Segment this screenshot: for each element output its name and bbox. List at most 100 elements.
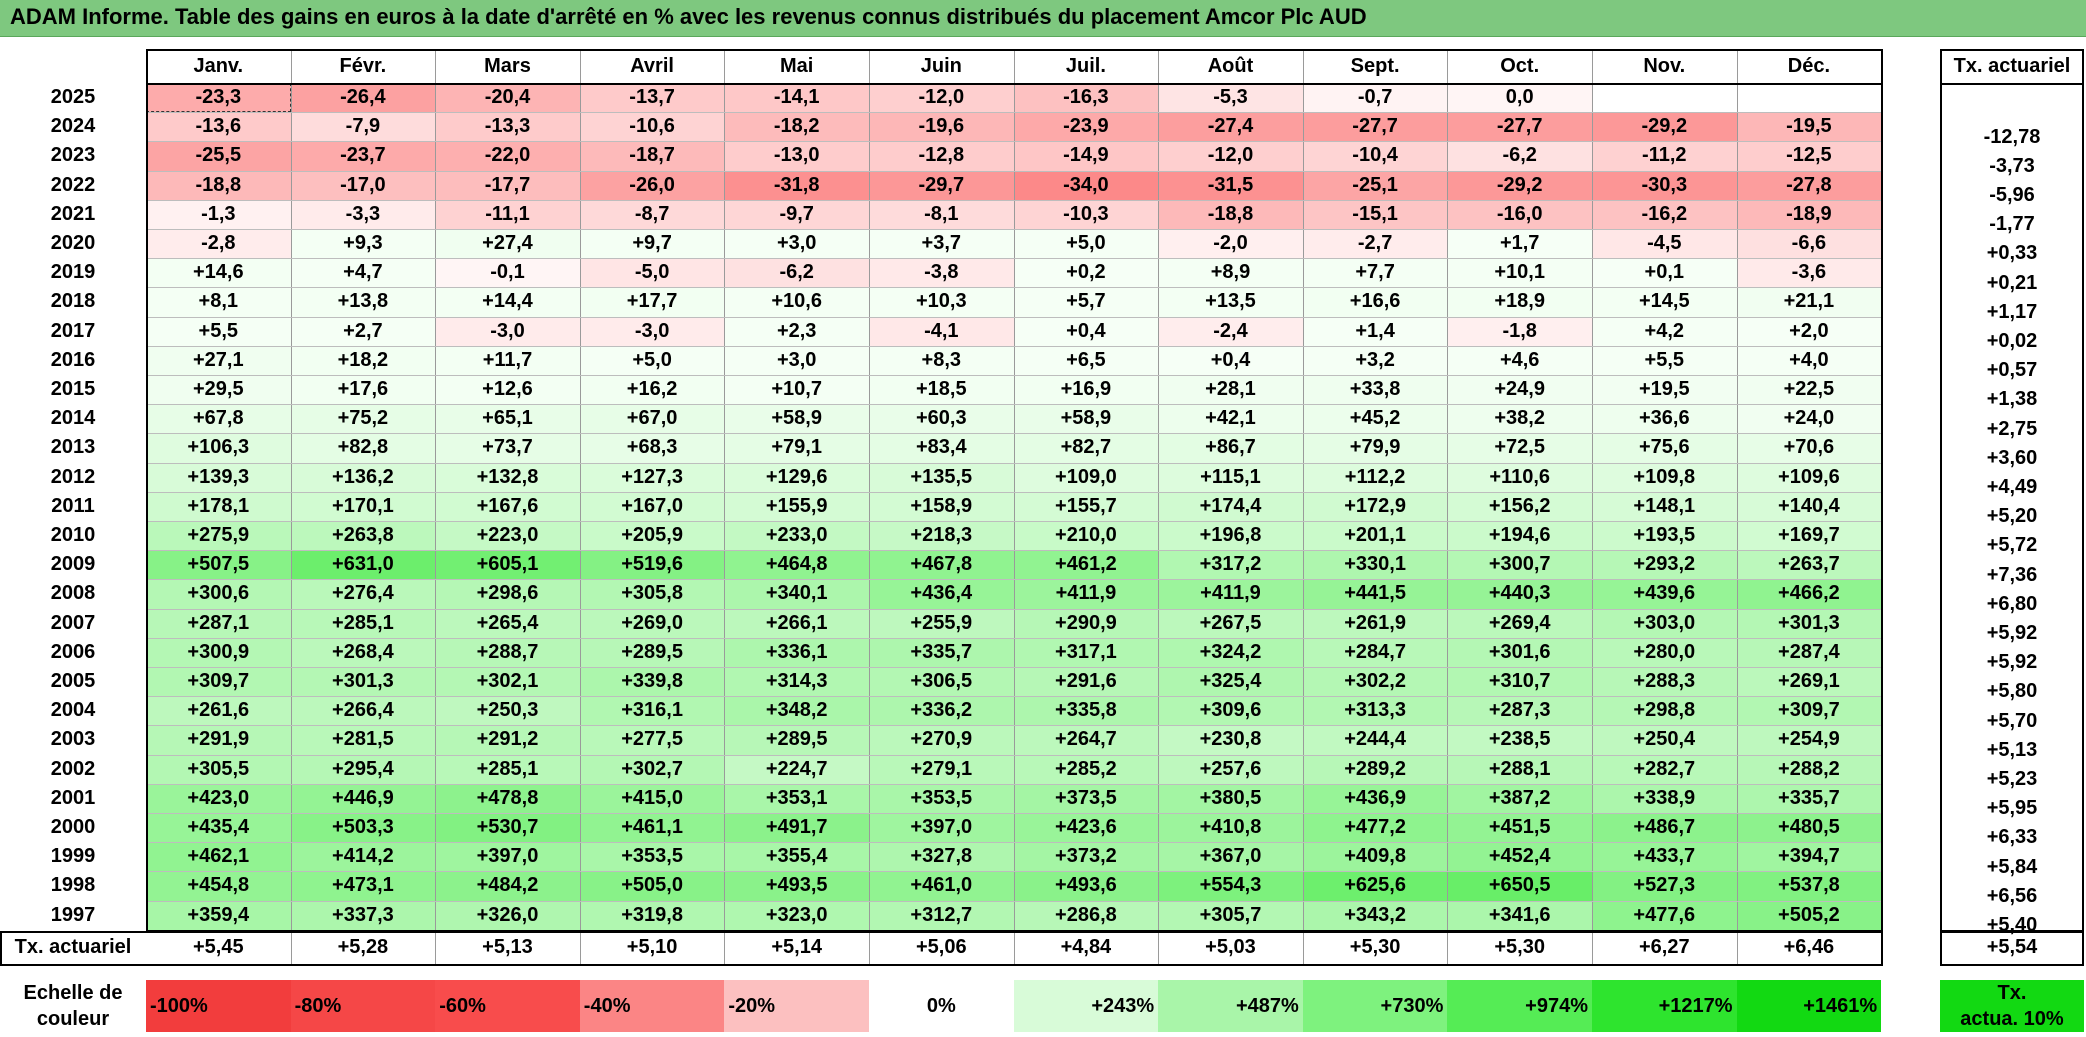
table-cell: +341,6	[1447, 900, 1592, 930]
month-header: Nov.	[1643, 54, 1686, 77]
footer-cell: +5,06	[915, 935, 967, 958]
table-cell: +275,9	[146, 521, 291, 551]
tx-value: +5,95	[1986, 797, 2038, 820]
table-cell: -18,8	[1158, 199, 1303, 229]
table-cell: -20,4	[435, 83, 580, 113]
table-cell: -27,7	[1447, 112, 1592, 142]
table-cell: +65,1	[435, 404, 580, 434]
grid-line	[146, 404, 1882, 406]
table-cell: +312,7	[869, 900, 1014, 930]
table-cell: -11,1	[435, 199, 580, 229]
page-title: ADAM Informe. Table des gains en euros à…	[10, 4, 1367, 29]
year-label: 2010	[50, 524, 96, 547]
table-cell: +464,8	[724, 550, 869, 580]
month-header: Oct.	[1500, 54, 1540, 77]
tx-value: +6,80	[1986, 592, 2038, 615]
table-cell: +10,3	[869, 287, 1014, 317]
grid-line	[146, 491, 1882, 493]
table-cell: +317,2	[1158, 550, 1303, 580]
table-cell: +5,5	[1592, 345, 1737, 375]
scale-swatch: -40%	[579, 980, 725, 1032]
scale-swatch: -20%	[724, 980, 869, 1032]
grid-line	[724, 930, 726, 964]
table-cell: +45,2	[1302, 404, 1448, 434]
footer-label: Tx. actuariel	[14, 935, 132, 958]
grid-line	[146, 579, 1882, 581]
table-cell: +291,9	[146, 725, 291, 755]
table-cell: -12,5	[1736, 141, 1882, 171]
tx-value: -12,78	[1983, 125, 2041, 148]
table-cell: +289,5	[579, 637, 725, 667]
grid-line	[146, 754, 1882, 756]
month-header: Juil.	[1065, 54, 1106, 77]
tx-value: +5,92	[1986, 651, 2038, 674]
table-cell: +335,7	[869, 637, 1014, 667]
table-cell: -12,0	[869, 83, 1014, 113]
tx-value: +0,33	[1986, 242, 2038, 265]
table-cell: +12,6	[435, 375, 580, 405]
table-cell: +467,8	[869, 550, 1014, 580]
grid-line	[290, 49, 292, 930]
month-header: Déc.	[1787, 54, 1831, 77]
table-cell: +397,0	[435, 842, 580, 872]
table-cell: +5,5	[146, 316, 291, 346]
tx-value: +4,49	[1986, 475, 2038, 498]
year-label: 2019	[50, 261, 96, 284]
table-cell: +129,6	[724, 462, 869, 492]
table-cell: +7,7	[1302, 258, 1448, 288]
table-cell: +67,8	[146, 404, 291, 434]
table-cell: +298,8	[1592, 696, 1737, 726]
table-cell: -13,0	[724, 141, 869, 171]
table-cell: +303,0	[1592, 608, 1737, 638]
table-cell: +196,8	[1158, 521, 1303, 551]
table-cell: +503,3	[290, 813, 436, 843]
table-cell: +461,0	[869, 871, 1014, 901]
table-cell: -6,2	[724, 258, 869, 288]
table-cell: +67,0	[579, 404, 725, 434]
table-cell: +281,5	[290, 725, 436, 755]
table-cell: -27,7	[1302, 112, 1448, 142]
tx-value: +1,38	[1986, 388, 2038, 411]
table-cell: +537,8	[1736, 871, 1882, 901]
table-cell: +330,1	[1302, 550, 1448, 580]
table-cell: +477,2	[1302, 813, 1448, 843]
table-cell: +115,1	[1158, 462, 1303, 492]
tx-value: +2,75	[1986, 417, 2038, 440]
grid-line	[146, 550, 1882, 552]
table-cell: +355,4	[724, 842, 869, 872]
grid-line	[146, 871, 1882, 873]
table-cell: +325,4	[1158, 667, 1303, 697]
table-cell: +433,7	[1592, 842, 1737, 872]
table-cell: -16,2	[1592, 199, 1737, 229]
table-cell: +11,7	[435, 345, 580, 375]
table-cell: -3,8	[869, 258, 1014, 288]
month-header: Sept.	[1350, 54, 1400, 77]
header-underline	[146, 83, 1882, 85]
table-cell: +301,3	[1736, 608, 1882, 638]
scale-tx-line2: actua. 10%	[1960, 1008, 2064, 1030]
table-cell: +367,0	[1158, 842, 1303, 872]
table-cell: -18,9	[1736, 199, 1882, 229]
table-cell: +82,8	[290, 433, 436, 463]
table-cell: -9,7	[724, 199, 869, 229]
table-cell: +505,0	[579, 871, 725, 901]
table-cell: +109,0	[1013, 462, 1159, 492]
table-cell: +18,2	[290, 345, 436, 375]
footer-cell: +4,84	[1060, 935, 1112, 958]
table-cell: +478,8	[435, 783, 580, 813]
grid-line	[869, 49, 870, 930]
table-cell: +530,7	[435, 813, 580, 843]
table-cell: +507,5	[146, 550, 291, 580]
table-cell: +9,7	[579, 229, 725, 259]
grid-line	[290, 930, 292, 964]
table-cell: +287,1	[146, 608, 291, 638]
year-label: 2012	[50, 465, 96, 488]
table-cell: +423,0	[146, 783, 291, 813]
table-cell: +279,1	[869, 754, 1014, 784]
footer-cell: +5,30	[1349, 935, 1401, 958]
table-cell: +18,5	[869, 375, 1014, 405]
table-cell: -29,2	[1592, 112, 1737, 142]
table-cell: +451,5	[1447, 813, 1592, 843]
table-cell: +205,9	[579, 521, 725, 551]
table-cell: 0,0	[1447, 83, 1592, 113]
